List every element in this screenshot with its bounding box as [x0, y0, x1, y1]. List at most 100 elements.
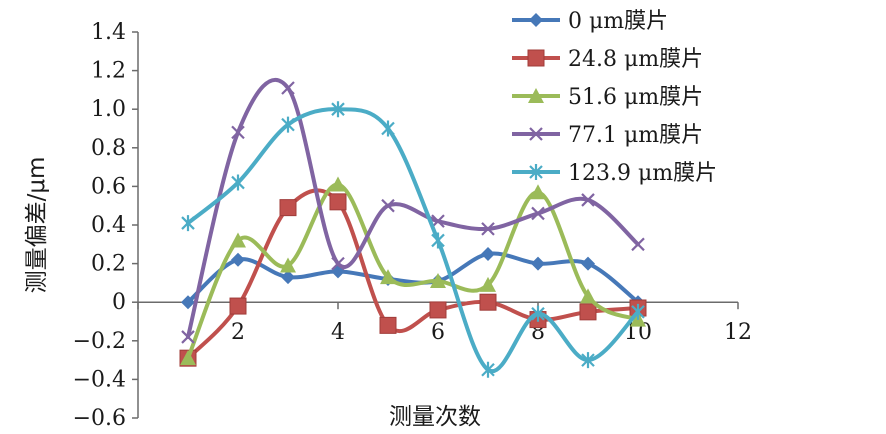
data-point-stroke — [431, 214, 445, 228]
data-point — [480, 276, 496, 292]
legend: 0 μm膜片 24.8 μm膜片 51.6 μm膜片 77.1 μm膜片 123.9 μ… — [512, 9, 717, 186]
data-point-stroke — [231, 125, 245, 140]
data-point — [231, 174, 245, 191]
data-point — [181, 215, 195, 232]
data-point-stroke — [531, 206, 545, 221]
legend-marker — [529, 164, 543, 180]
data-point — [531, 305, 545, 322]
x-tick-label: 2 — [231, 320, 245, 345]
data-point — [581, 256, 595, 271]
series-layer — [179, 77, 647, 378]
data-point — [231, 125, 245, 140]
legend-marker-stroke — [529, 127, 543, 141]
x-axis-title: 测量次数 — [389, 404, 481, 430]
series-line — [186, 107, 640, 374]
legend-item: 24.8 μm膜片 — [512, 47, 703, 72]
legend-label: 51.6 μm膜片 — [568, 85, 703, 110]
data-point — [631, 237, 645, 252]
data-point — [579, 303, 597, 321]
y-tick-label: 0.4 — [91, 213, 126, 238]
data-point — [631, 303, 645, 320]
y-tick-label: 1.2 — [91, 59, 126, 84]
legend-item: 123.9 μm膜片 — [512, 161, 717, 186]
data-point — [581, 352, 595, 369]
data-point — [481, 361, 495, 378]
data-point — [329, 193, 347, 211]
data-point — [431, 232, 445, 249]
data-point-stroke — [581, 193, 595, 207]
data-point — [580, 288, 596, 304]
data-point — [531, 206, 545, 221]
series-2 — [179, 188, 647, 367]
data-point — [180, 350, 196, 366]
legend-label: 123.9 μm膜片 — [568, 161, 717, 186]
data-point-stroke — [631, 303, 645, 320]
legend-marker — [529, 127, 543, 141]
legend-marker — [527, 49, 545, 67]
data-point-stroke — [381, 120, 395, 137]
data-point-stroke — [181, 330, 195, 344]
data-point-stroke — [531, 305, 545, 322]
data-point-stroke — [331, 101, 345, 118]
y-tick-label: −0.4 — [73, 367, 126, 392]
y-tick-label: 1.0 — [91, 97, 126, 122]
data-point — [479, 293, 497, 311]
data-point — [581, 193, 595, 207]
data-point-stroke — [331, 256, 345, 271]
data-point — [381, 198, 395, 213]
y-tick-label: 1.4 — [91, 20, 126, 45]
legend-marker — [528, 88, 544, 103]
y-tick-label: 0.6 — [91, 174, 126, 199]
data-point — [330, 176, 346, 192]
data-point — [280, 257, 296, 273]
legend-label: 0 μm膜片 — [568, 9, 668, 34]
legend-label: 24.8 μm膜片 — [568, 47, 703, 72]
series-line — [186, 182, 640, 361]
data-point-stroke — [581, 352, 595, 369]
data-point — [331, 256, 345, 271]
data-point-stroke — [481, 361, 495, 378]
data-point — [431, 214, 445, 228]
data-point — [281, 270, 295, 285]
data-point-stroke — [281, 81, 295, 95]
data-point — [281, 116, 295, 133]
data-point — [181, 295, 195, 310]
data-point-stroke — [631, 237, 645, 252]
data-point — [279, 199, 297, 217]
data-point-stroke — [381, 198, 395, 213]
axes: 1.41.21.00.80.60.40.20−0.2−0.4−0.62 4 6 8 10… — [73, 20, 752, 431]
data-point — [381, 120, 395, 137]
data-point — [331, 101, 345, 118]
legend-label: 77.1 μm膜片 — [568, 123, 703, 148]
y-tick-label: 0 — [112, 290, 126, 315]
series-line — [186, 77, 640, 339]
data-point — [229, 297, 247, 315]
data-point — [230, 232, 246, 248]
series-line — [186, 188, 640, 361]
x-tick-label: 12 — [724, 320, 752, 345]
data-point — [530, 184, 546, 200]
legend-marker — [529, 13, 543, 27]
series-4 — [181, 77, 645, 344]
data-point-stroke — [481, 222, 495, 236]
legend-item: 51.6 μm膜片 — [512, 85, 703, 110]
y-tick-label: −0.2 — [73, 329, 126, 354]
y-tick-label: −0.6 — [73, 406, 126, 431]
data-point — [481, 222, 495, 236]
data-point — [481, 246, 495, 261]
data-point-stroke — [231, 174, 245, 191]
legend-item: 77.1 μm膜片 — [512, 123, 703, 148]
series-3 — [180, 176, 646, 366]
data-point — [281, 81, 295, 95]
data-point — [181, 330, 195, 344]
y-axis-title: 测量偏差/μm — [24, 157, 50, 294]
y-tick-label: 0.2 — [91, 252, 126, 277]
series-5 — [181, 101, 645, 378]
data-point — [429, 301, 447, 319]
data-point — [531, 256, 545, 271]
legend-marker-stroke — [529, 164, 543, 180]
data-point — [380, 269, 396, 285]
x-tick-label: 6 — [431, 320, 445, 345]
data-point-stroke — [181, 215, 195, 232]
